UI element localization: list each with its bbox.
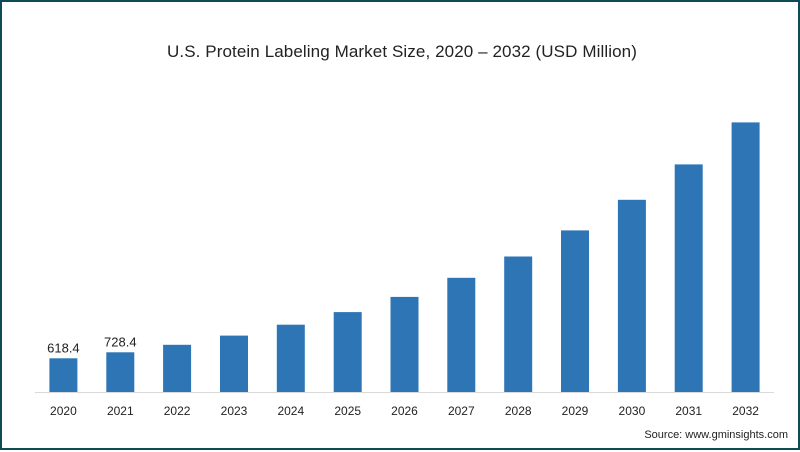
bar-2026 bbox=[390, 296, 419, 392]
x-tick-label: 2032 bbox=[732, 404, 759, 418]
bar-2024 bbox=[276, 324, 305, 392]
bars-group bbox=[49, 122, 760, 393]
x-tick-label: 2021 bbox=[107, 404, 134, 418]
x-tick-label: 2027 bbox=[448, 404, 475, 418]
x-tick-label: 2028 bbox=[505, 404, 532, 418]
x-tick-label: 2024 bbox=[277, 404, 304, 418]
bar-2021 bbox=[106, 352, 135, 392]
bar-2028 bbox=[504, 256, 533, 392]
bar-2029 bbox=[561, 230, 589, 392]
bar-2030 bbox=[617, 199, 646, 392]
x-tick-label: 2025 bbox=[334, 404, 361, 418]
bar-2031 bbox=[674, 164, 703, 392]
x-tick-label: 2031 bbox=[675, 404, 702, 418]
chart-title: U.S. Protein Labeling Market Size, 2020 … bbox=[167, 42, 637, 61]
data-label-2020: 618.4 bbox=[47, 340, 80, 355]
bar-2025 bbox=[333, 312, 362, 392]
x-tick-label: 2022 bbox=[164, 404, 191, 418]
data-labels-group: 618.4 728.4 bbox=[47, 334, 136, 355]
bar-2022 bbox=[163, 344, 192, 392]
data-label-2021: 728.4 bbox=[104, 334, 137, 349]
x-tick-labels-group: 2020 2021 2022 2023 2024 2025 2026 2027 2028 2029… bbox=[50, 404, 759, 418]
x-tick-label: 2026 bbox=[391, 404, 418, 418]
x-tick-label: 2023 bbox=[221, 404, 248, 418]
bar-2032 bbox=[731, 122, 760, 393]
x-tick-label: 2030 bbox=[619, 404, 646, 418]
x-tick-label: 2020 bbox=[50, 404, 77, 418]
bar-2023 bbox=[220, 335, 248, 392]
bar-2020 bbox=[49, 358, 78, 392]
source-note: Source: www.gminsights.com bbox=[644, 429, 788, 441]
x-tick-label: 2029 bbox=[562, 404, 589, 418]
bar-2027 bbox=[447, 277, 476, 392]
